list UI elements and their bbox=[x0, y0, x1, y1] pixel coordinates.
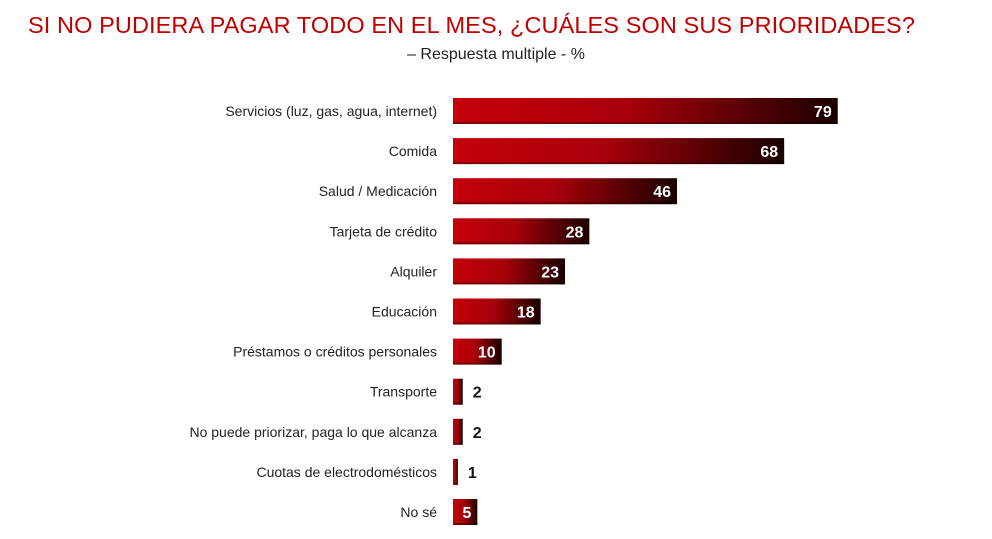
category-label: Salud / Medicación bbox=[319, 183, 437, 199]
value-label: 2 bbox=[473, 425, 482, 442]
bar bbox=[453, 378, 463, 405]
bar-shadow bbox=[453, 122, 838, 124]
bar-shadow bbox=[453, 523, 478, 525]
chart-subtitle: – Respuesta multiple - % bbox=[407, 46, 585, 63]
category-label: Alquiler bbox=[390, 263, 437, 279]
bars-group: Servicios (luz, gas, agua, internet) 79 Co… bbox=[189, 98, 838, 525]
value-label: 79 bbox=[814, 104, 832, 121]
bar-shadow bbox=[453, 442, 463, 445]
bar-shadow bbox=[453, 402, 463, 405]
category-label: Comida bbox=[389, 143, 437, 159]
bar-shadow bbox=[453, 242, 590, 245]
value-label: 2 bbox=[473, 385, 482, 402]
bar-shadow bbox=[453, 202, 678, 205]
value-label: 1 bbox=[468, 465, 477, 482]
value-label: 68 bbox=[760, 144, 778, 161]
bar-shadow bbox=[453, 322, 541, 325]
value-label: 28 bbox=[566, 224, 584, 241]
value-label: 46 bbox=[653, 184, 671, 201]
category-label: Servicios (luz, gas, agua, internet) bbox=[225, 103, 437, 119]
value-label: 5 bbox=[462, 505, 471, 522]
category-label: No puede priorizar, paga lo que alcanza bbox=[189, 424, 437, 440]
bar-shadow bbox=[453, 362, 502, 365]
bar bbox=[453, 338, 502, 365]
category-label: No sé bbox=[400, 504, 437, 520]
category-label: Transporte bbox=[370, 384, 437, 400]
bar bbox=[453, 138, 785, 165]
bar bbox=[453, 98, 838, 124]
bar-shadow bbox=[453, 162, 785, 165]
category-label: Educación bbox=[372, 304, 437, 320]
bar bbox=[453, 499, 478, 525]
bar bbox=[453, 258, 566, 285]
bar-shadow bbox=[453, 282, 566, 285]
value-label: 18 bbox=[517, 305, 535, 322]
bar bbox=[453, 298, 541, 325]
bar bbox=[453, 178, 678, 205]
category-label: Préstamos o créditos personales bbox=[233, 344, 437, 360]
value-label: 23 bbox=[541, 264, 559, 281]
category-label: Tarjeta de crédito bbox=[330, 223, 438, 239]
bar bbox=[453, 218, 590, 245]
value-label: 10 bbox=[478, 345, 496, 362]
chart-title: SI NO PUDIERA PAGAR TODO EN EL MES, ¿CUÁ… bbox=[28, 12, 915, 38]
category-label: Cuotas de electrodomésticos bbox=[256, 464, 437, 480]
bar bbox=[453, 458, 458, 485]
bar-shadow bbox=[453, 482, 458, 485]
bar bbox=[453, 418, 463, 445]
